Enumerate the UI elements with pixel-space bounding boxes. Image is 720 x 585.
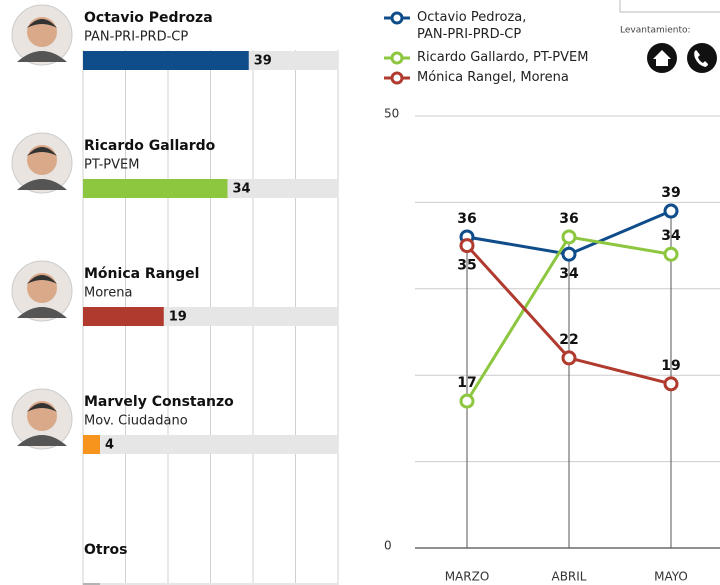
photo-hair [27,19,57,28]
data-label: 34 [661,228,681,244]
photo-hair [27,403,57,412]
point [459,238,475,254]
survey-label: Levantamiento: [620,26,691,36]
point [459,393,475,409]
bar-value: 4 [105,438,114,453]
y-tick-label: 0 [384,539,392,553]
legend-dot [390,11,404,25]
data-label: 22 [559,332,578,348]
data-label: 36 [457,211,476,227]
legend-label: Octavio Pedroza, PAN-PRI-PRD-CP [417,10,527,42]
bar [83,179,228,198]
candidate-party: Mov. Ciudadano [84,414,188,429]
x-tick-label: MAYO [654,570,688,584]
candidate-party: Morena [84,286,132,301]
candidate-photo [11,4,73,66]
candidate-name: Mónica Rangel [84,266,199,282]
bar-value: 19 [169,310,187,325]
data-label: 19 [661,358,680,374]
point [663,246,679,262]
photo-hair [27,147,57,156]
x-tick-label: ABRIL [551,570,586,584]
data-label: 36 [559,211,578,227]
photo-body [17,307,67,318]
survey-box [619,0,720,13]
candidate-photo [11,388,73,450]
home-icon [647,43,677,73]
bar [83,435,100,454]
bar-value: 34 [233,182,251,197]
candidate-name: Ricardo Gallardo [84,138,216,154]
legend-dot [390,71,404,85]
y-tick-label: 50 [384,107,399,121]
candidate-name: Marvely Constanzo [84,394,234,410]
candidate-photo [11,260,73,322]
bar [83,51,249,70]
photo-body [17,51,67,62]
candidate-party: PT-PVEM [84,158,139,173]
phone-icon [687,43,717,73]
candidate-name: Octavio Pedroza [84,10,213,26]
photo-body [17,179,67,190]
x-tick-label: MARZO [445,570,490,584]
photo-body [17,435,67,446]
legend-marker [384,71,410,85]
bar-value: 39 [254,54,272,69]
data-label: 35 [457,258,476,274]
legend-marker [384,51,410,65]
legend-label: Ricardo Gallardo, PT-PVEM [417,50,589,65]
legend-label: Mónica Rangel, Morena [417,70,569,85]
data-label: 34 [559,266,579,282]
point [663,203,679,219]
bar [83,307,164,326]
bar-track [83,583,338,585]
point [561,229,577,245]
candidate-party: PAN-PRI-PRD-CP [84,30,188,45]
bar-track [83,435,338,454]
photo-hair [27,275,57,284]
point [561,350,577,366]
point [561,246,577,262]
candidate-name: Otros [84,542,127,558]
point [663,376,679,392]
candidate-photo [11,132,73,194]
legend-marker [384,11,410,25]
data-label: 39 [661,185,680,201]
legend-dot [390,51,404,65]
data-label: 17 [457,375,476,391]
bar [83,583,100,585]
